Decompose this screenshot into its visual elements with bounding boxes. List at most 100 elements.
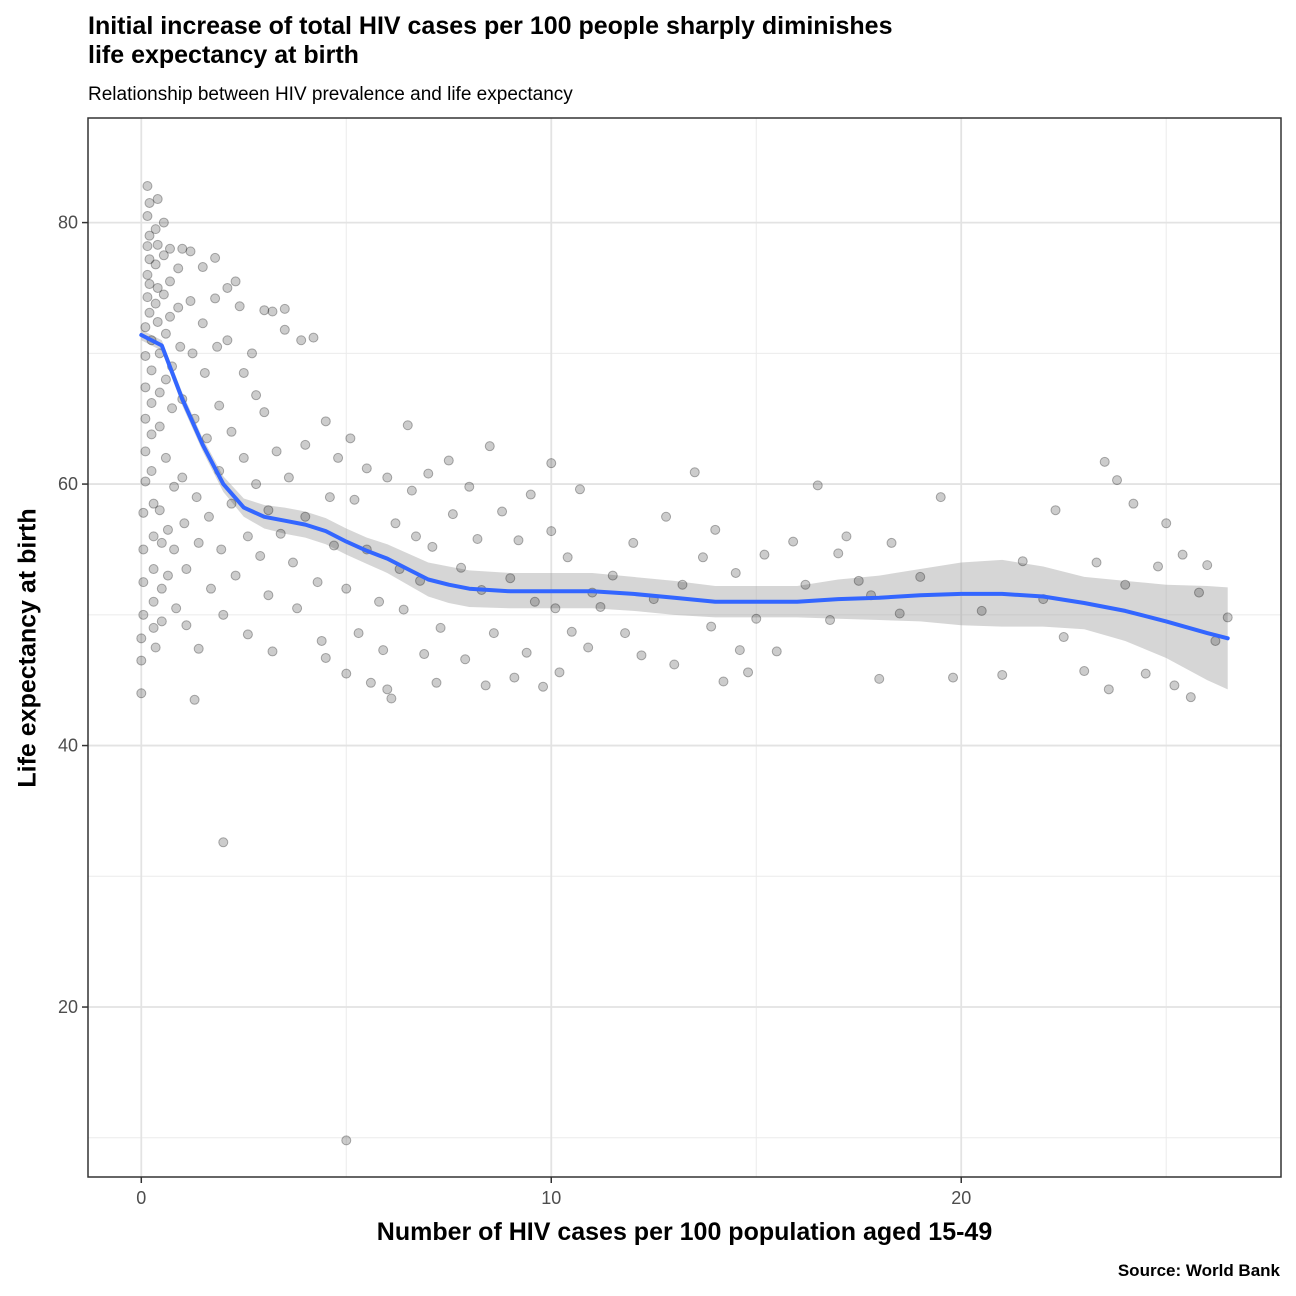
data-point [177, 472, 188, 483]
data-point [154, 387, 165, 398]
data-point [140, 446, 151, 457]
data-point [443, 455, 454, 466]
data-point [353, 628, 364, 639]
data-point [150, 259, 161, 270]
data-point [164, 311, 175, 322]
data-point [191, 492, 202, 503]
data-point [181, 564, 192, 575]
data-point [142, 241, 153, 252]
data-point [230, 276, 241, 287]
data-point [427, 541, 438, 552]
data-point [406, 485, 417, 496]
data-point [218, 837, 229, 848]
data-point [734, 645, 745, 656]
data-point [771, 646, 782, 657]
data-point [505, 573, 516, 584]
data-point [271, 446, 282, 457]
data-point [148, 622, 159, 633]
data-point [1177, 549, 1188, 560]
data-point [156, 537, 167, 548]
data-point [915, 571, 926, 582]
data-point [1128, 498, 1139, 509]
data-point [460, 654, 471, 665]
data-point [218, 609, 229, 620]
data-point [148, 596, 159, 607]
data-point [216, 544, 227, 555]
data-point [296, 335, 307, 346]
data-point [390, 518, 401, 529]
data-point [1120, 579, 1131, 590]
data-point [140, 476, 151, 487]
y-axis-label: Life expectancy at birth [13, 508, 42, 788]
data-point [179, 518, 190, 529]
data-point [566, 626, 577, 637]
data-point [661, 511, 672, 522]
data-point [374, 596, 385, 607]
data-point [853, 575, 864, 586]
data-point [205, 583, 216, 594]
data-point [251, 390, 262, 401]
data-point [464, 481, 475, 492]
data-point [259, 407, 270, 418]
data-point [193, 643, 204, 654]
data-point [710, 524, 721, 535]
data-point [435, 622, 446, 633]
data-point [292, 603, 303, 614]
data-point [743, 667, 754, 678]
data-point [158, 250, 169, 261]
data-point [398, 604, 409, 615]
data-point [175, 341, 186, 352]
data-point [300, 439, 311, 450]
data-point [386, 693, 397, 704]
data-point [136, 688, 147, 699]
x-tick-label: 0 [136, 1188, 146, 1208]
data-point [144, 279, 155, 290]
data-point [148, 531, 159, 542]
data-point [152, 282, 163, 293]
data-point [136, 655, 147, 666]
data-point [419, 649, 430, 660]
data-point [146, 365, 157, 376]
data-point [160, 374, 171, 385]
data-point [300, 511, 311, 522]
data-point [287, 557, 298, 568]
data-point [140, 413, 151, 424]
data-point [140, 322, 151, 333]
data-point [142, 180, 153, 191]
data-point [689, 467, 700, 478]
data-point [361, 463, 372, 474]
data-point [160, 328, 171, 339]
data-point [1194, 587, 1205, 598]
data-point [521, 647, 532, 658]
data-points-layer [136, 180, 1233, 1146]
data-point [997, 669, 1008, 680]
data-point [144, 230, 155, 241]
data-point [152, 239, 163, 250]
y-axis-ticks: 20 40 60 80 [58, 213, 88, 1017]
data-point [144, 307, 155, 318]
data-point [138, 609, 149, 620]
data-point [138, 577, 149, 588]
data-point [164, 276, 175, 287]
data-point [275, 528, 286, 539]
data-point [185, 246, 196, 257]
data-point [246, 348, 257, 359]
data-point [546, 458, 557, 469]
data-point [242, 629, 253, 640]
data-point [324, 492, 335, 503]
data-point [447, 509, 458, 520]
data-point [333, 452, 344, 463]
data-point [378, 645, 389, 656]
data-point [1112, 475, 1123, 486]
data-point [238, 367, 249, 378]
data-point [312, 577, 323, 588]
data-point [234, 301, 245, 312]
data-point [158, 217, 169, 228]
data-point [706, 621, 717, 632]
data-point [177, 243, 188, 254]
data-point [242, 531, 253, 542]
data-point [150, 224, 161, 235]
data-point [546, 526, 557, 537]
data-point [263, 505, 274, 516]
